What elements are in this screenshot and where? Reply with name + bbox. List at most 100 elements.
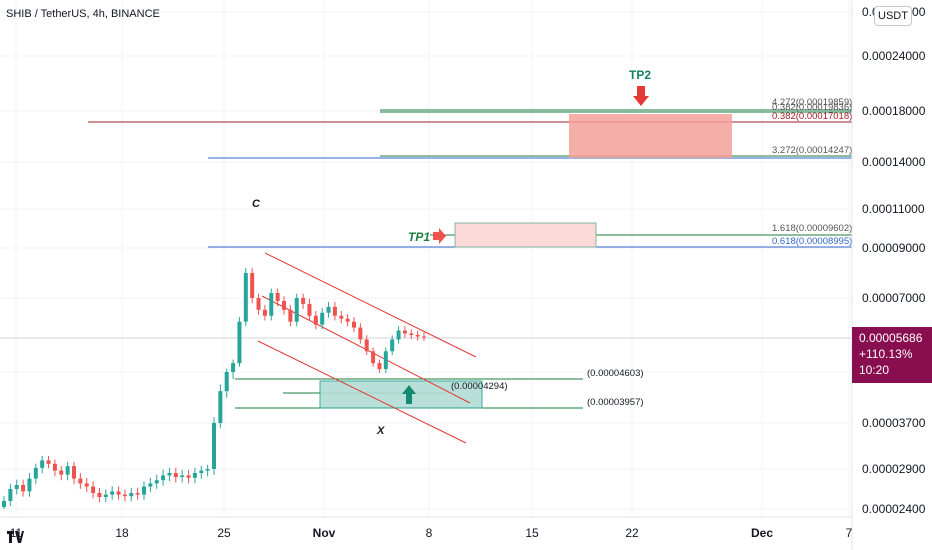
price-tick-label: 0.00003700 [862, 416, 926, 430]
channel-line [264, 252, 477, 358]
candle-body [129, 493, 134, 497]
time-axis[interactable]: 111825Nov81522Dec7 [0, 516, 853, 540]
tp2-zone [569, 114, 732, 158]
price-axis[interactable]: 0.000280000.000240000.000180000.00014000… [851, 0, 926, 550]
candle-body [97, 493, 102, 497]
wave-label-c: C [252, 198, 261, 210]
price-tick-label: 0.00009000 [862, 241, 926, 255]
candle-body [332, 306, 337, 316]
candle-body [402, 330, 407, 334]
price-tick-label: 0.00011000 [862, 202, 925, 216]
price-tick-label: 0.00002400 [862, 502, 926, 516]
tp2-label: TP2 [629, 68, 651, 82]
annotations-layer: C X TP1 TP2 4.272(0.00019859)0.382(0.0001983… [252, 68, 852, 437]
candle-body [282, 300, 286, 310]
buy-zone [319, 380, 483, 409]
candle-body [358, 327, 363, 340]
candle-body [110, 491, 115, 495]
time-tick-label: 18 [115, 526, 129, 540]
price-tick-label: 0.00024000 [862, 49, 926, 63]
price-change: +110.13% [859, 347, 913, 361]
candle-body [186, 475, 191, 478]
candle-body [390, 339, 395, 352]
candle-body [142, 486, 146, 495]
candle-body [91, 486, 96, 493]
candle-body [396, 330, 401, 340]
fib-level-label: 0.382(0.00019836) [772, 102, 852, 113]
candle-body [301, 298, 306, 304]
candle-body [2, 501, 6, 507]
fib-level-label: 3.272(0.00014247) [772, 145, 852, 156]
candle-body [294, 298, 299, 322]
fib-level-label: 0.382(0.00017018) [772, 111, 852, 122]
candle-body [205, 469, 210, 471]
candle-body [415, 335, 420, 337]
candle-body [52, 463, 57, 471]
price-tick-label: 0.00018000 [862, 104, 926, 118]
zone-level-label: (0.00004294) [451, 381, 508, 392]
fib-level-label: 0.618(0.00008995) [772, 236, 852, 247]
candle-body [212, 423, 216, 469]
tradingview-logo-icon[interactable] [6, 529, 24, 547]
channel-line [257, 340, 467, 444]
candle-body [352, 321, 356, 328]
candle-body [243, 273, 248, 322]
candle-body [27, 478, 32, 492]
candle-body [377, 363, 382, 370]
candle-body [275, 293, 280, 301]
candle-body [180, 475, 185, 477]
candle-body [173, 473, 178, 477]
tp1-label: TP1 [408, 230, 430, 244]
fib-level-label: 4.272(0.00019859) [772, 97, 852, 108]
candle-body [135, 493, 140, 495]
candle-body [250, 273, 255, 298]
zone-level-label: (0.00003957) [587, 397, 644, 408]
candles-layer [2, 268, 426, 509]
candle-body [103, 494, 108, 497]
candle-body [231, 363, 236, 372]
candle-body [192, 473, 197, 478]
candle-body [237, 321, 242, 364]
price-tick-label: 0.00007000 [862, 291, 926, 305]
candle-body [383, 351, 388, 370]
symbol-title[interactable]: SHIB / TetherUS, 4h, BINANCE [6, 8, 160, 20]
candle-body [167, 473, 172, 476]
candle-body [218, 391, 223, 423]
candle-body [224, 372, 229, 392]
candle-body [46, 460, 51, 464]
candle-body [72, 466, 76, 479]
time-tick-label: 7 [846, 526, 853, 540]
last-price-badge: 0.00005686 +110.13% 10:20 [852, 327, 932, 383]
wave-label-x: X [376, 425, 385, 437]
candle-body [122, 494, 127, 497]
candle-body [8, 489, 13, 501]
price-tick-label: 0.00002900 [862, 462, 926, 476]
candle-body [409, 333, 414, 335]
time-tick-label: Dec [751, 526, 773, 540]
candle-body [307, 303, 312, 316]
time-tick-label: 25 [217, 526, 231, 540]
currency-button[interactable]: USDT [874, 6, 912, 26]
candle-body [78, 478, 83, 484]
candle-body [148, 483, 153, 487]
tp2-arrow [633, 86, 649, 106]
bar-countdown: 10:20 [859, 363, 890, 377]
candle-body [288, 309, 293, 322]
candle-body [364, 339, 369, 352]
candle-body [154, 480, 159, 484]
tp1-arrow [433, 228, 446, 244]
candle-body [320, 312, 325, 325]
candle-body [84, 483, 89, 487]
fib-level-label: 1.618(0.00009602) [772, 223, 852, 234]
tp1-zone [454, 222, 597, 248]
candle-body [371, 351, 376, 364]
candle-body [256, 298, 261, 310]
candle-body [199, 470, 204, 473]
candle-body [65, 466, 70, 475]
grid-lines [0, 0, 852, 517]
candle-body [161, 475, 166, 481]
candle-body [345, 318, 350, 322]
candle-body [269, 293, 274, 316]
candle-body [313, 315, 318, 325]
